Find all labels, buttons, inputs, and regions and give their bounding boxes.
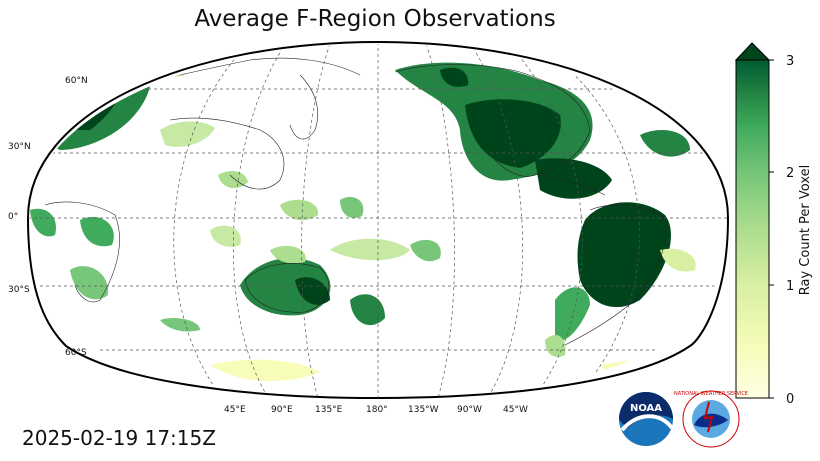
longitude-labels: 45°E 90°E 135°E 180° 135°W 90°W 45°W (224, 405, 528, 415)
colorbar-label: Ray Count Per Voxel (798, 165, 813, 295)
lat-label-60n: 60°N (65, 76, 88, 86)
lon-label-135e: 135°E (315, 405, 343, 415)
noaa-logo-text: NOAA (630, 403, 662, 414)
lon-label-45w: 45°W (503, 405, 528, 415)
lon-label-45e: 45°E (224, 405, 246, 415)
timestamp: 2025-02-19 17:15Z (22, 426, 216, 450)
map-title: Average F-Region Observations (194, 6, 556, 32)
colorbar-tick-0: 0 (786, 392, 794, 407)
lat-label-30s: 30°S (8, 285, 30, 295)
nws-logo-text: NATIONAL WEATHER SERVICE (674, 391, 748, 397)
lon-label-135w: 135°W (408, 405, 439, 415)
noaa-logo-icon: NOAA (619, 392, 674, 446)
lon-label-180: 180° (366, 405, 388, 415)
lon-label-90w: 90°W (457, 405, 482, 415)
colorbar-tick-1: 1 (786, 279, 794, 294)
colorbar: 0 1 2 3 Ray Count Per Voxel (734, 42, 813, 407)
colorbar-tick-2: 2 (786, 166, 794, 181)
latitude-labels: 60°N 30°N 0° 30°S 60°S (8, 76, 88, 358)
lat-label-30n: 30°N (8, 142, 31, 152)
lat-label-0: 0° (8, 212, 18, 222)
colorbar-tick-3: 3 (786, 54, 794, 69)
lat-label-60s: 60°S (65, 348, 87, 358)
map-globe (26, 40, 730, 400)
colorbar-extend-arrow (734, 42, 771, 61)
nws-logo-icon: NATIONAL WEATHER SERVICE (674, 390, 748, 448)
graticule (28, 44, 728, 398)
lon-label-90e: 90°E (271, 405, 293, 415)
colorbar-gradient (735, 59, 770, 399)
